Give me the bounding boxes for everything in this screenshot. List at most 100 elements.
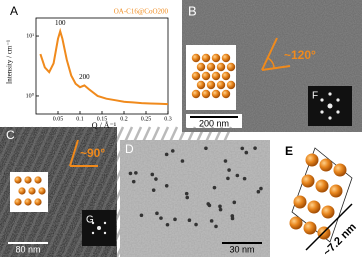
particle — [211, 53, 221, 63]
angle-lines — [261, 37, 291, 71]
lattice-fringe — [34, 126, 98, 258]
nanoparticle — [230, 216, 235, 221]
particle — [226, 80, 236, 90]
particle — [319, 158, 333, 172]
x-tick-label: 0.1 — [76, 116, 84, 122]
particle — [18, 187, 26, 195]
particle — [333, 163, 347, 177]
particle — [226, 62, 236, 72]
y-axis-label: Intensity / cm⁻¹ — [6, 40, 14, 84]
nanoparticle — [184, 191, 189, 196]
distance-line — [305, 203, 353, 251]
particle — [28, 187, 36, 195]
particle — [211, 89, 221, 99]
particle — [191, 89, 201, 99]
nanoparticle — [131, 179, 136, 184]
particle — [206, 62, 216, 72]
fft-spot — [320, 110, 324, 114]
lattice-fringe — [0, 126, 26, 182]
particle — [221, 71, 231, 81]
nanoparticle — [155, 211, 159, 216]
particle — [293, 195, 307, 209]
nanoparticle — [244, 150, 249, 155]
particle — [14, 176, 22, 184]
panel-label: F — [312, 91, 318, 102]
x-tick-label: 0.2 — [120, 116, 128, 122]
particle — [191, 71, 201, 81]
x-tick-label: 0.15 — [97, 116, 108, 122]
angle-label: ~90° — [80, 146, 105, 160]
particle — [216, 62, 226, 72]
angle-lines — [69, 139, 98, 167]
nanoparticle — [218, 204, 222, 209]
nanoparticle — [259, 186, 263, 191]
nanoparticle — [187, 218, 192, 222]
nanoparticle — [214, 224, 218, 229]
scale-label: 80 nm — [15, 244, 40, 254]
nanoparticle — [240, 146, 245, 151]
particle — [34, 198, 42, 206]
particle — [321, 205, 335, 219]
nanoparticle — [218, 207, 223, 212]
particle — [303, 221, 317, 235]
x-tick-label: 0.25 — [141, 116, 152, 122]
panel-label: E — [285, 144, 293, 158]
fft-spot — [320, 98, 324, 102]
particle — [24, 198, 32, 206]
fft-spot — [327, 103, 333, 109]
particle — [196, 80, 206, 90]
nanoparticle — [139, 213, 144, 218]
x-tick-label: 0.3 — [164, 116, 172, 122]
particle — [38, 187, 46, 195]
nanoparticle — [164, 152, 169, 157]
nanoparticle — [207, 203, 212, 208]
panel-label: A — [10, 4, 18, 18]
angle-label: ~120° — [284, 48, 316, 62]
lattice-fringe — [52, 126, 116, 258]
x-axis-label: Q / Å⁻¹ — [92, 121, 117, 130]
y-tick-label: 10¹ — [26, 33, 34, 39]
particle — [315, 179, 329, 193]
particle — [211, 71, 221, 81]
plot-frame — [35, 17, 169, 115]
panel-label: D — [125, 142, 134, 156]
particle — [329, 184, 343, 198]
particle — [221, 89, 231, 99]
nanoparticle — [223, 159, 228, 163]
particle — [289, 216, 303, 230]
panel-label: B — [188, 3, 197, 18]
lattice-fringe — [43, 126, 107, 258]
unit-cell — [291, 147, 353, 243]
legend-label: OA-C16@CoO200 — [114, 8, 169, 16]
particle — [301, 174, 315, 188]
fft-spot — [328, 116, 332, 120]
nanoparticle — [194, 222, 198, 227]
nanoparticle — [134, 171, 138, 175]
nanoparticle — [173, 217, 177, 222]
nanoparticle — [212, 185, 217, 190]
particle — [196, 62, 206, 72]
fft-spot — [328, 92, 332, 96]
nanoparticle — [256, 189, 261, 194]
particle — [201, 89, 211, 99]
fft-spot — [336, 110, 340, 114]
y-tick-label: 10⁰ — [26, 92, 35, 99]
nanoparticle — [226, 176, 230, 181]
fft-spot — [97, 226, 101, 230]
nanoparticle — [165, 222, 170, 227]
x-tick-label: 0.05 — [53, 116, 64, 122]
lattice-fringe — [61, 126, 125, 258]
nanoparticle — [128, 171, 133, 176]
nanoparticle — [209, 219, 214, 223]
angle-arc — [267, 57, 275, 69]
peak-label: 200 — [79, 73, 90, 81]
nanoparticle — [204, 146, 208, 151]
fft-spot — [91, 221, 95, 225]
nanoparticle — [154, 177, 158, 181]
panel-label: G — [86, 215, 94, 226]
nanoparticle — [180, 159, 185, 163]
tem-texture — [120, 140, 270, 257]
nanoparticle — [150, 172, 155, 177]
nanoparticle — [185, 195, 190, 200]
